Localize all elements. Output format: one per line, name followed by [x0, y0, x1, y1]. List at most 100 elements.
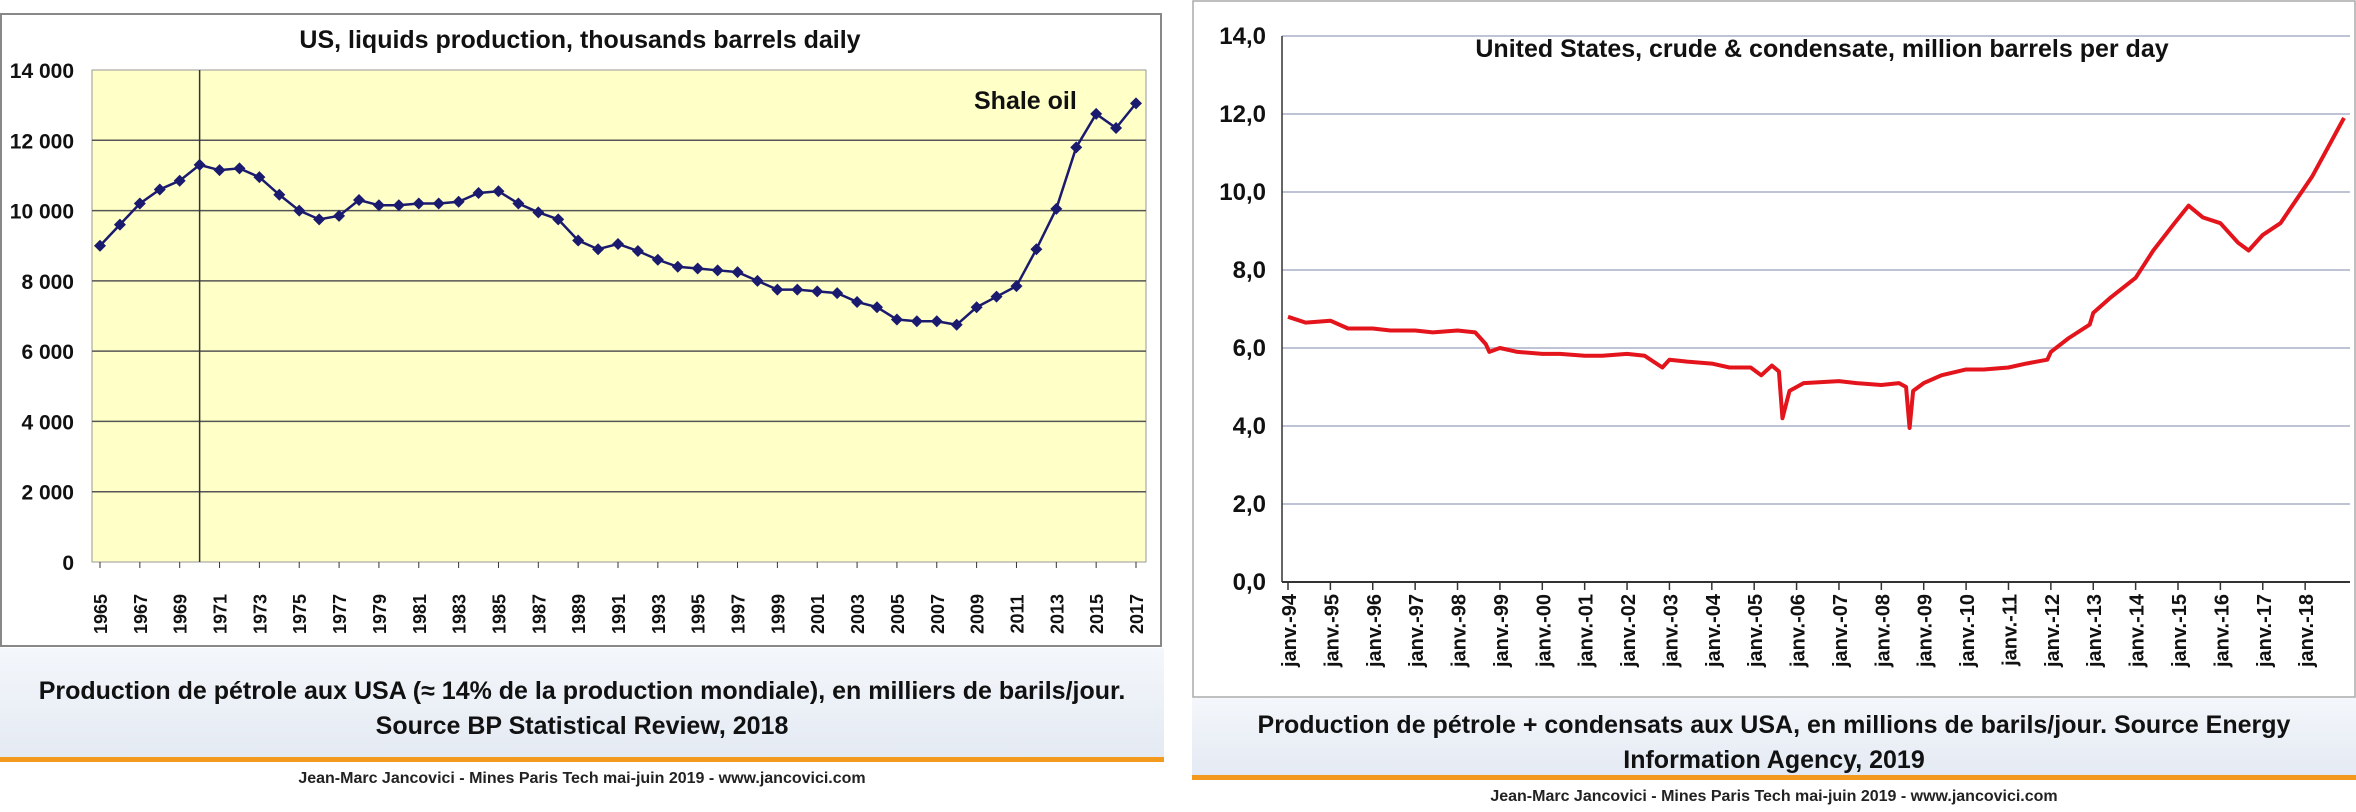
right-y-tick-label: 2,0	[1233, 491, 1266, 518]
left-data-point	[333, 209, 346, 222]
left-data-point	[1070, 141, 1083, 154]
right-x-tick-label: janv.-03	[1660, 594, 1682, 668]
right-x-tick-label: janv.-12	[2042, 594, 2064, 668]
left-data-point	[711, 264, 724, 277]
left-data-point	[731, 266, 744, 279]
left-data-point	[671, 260, 684, 273]
left-shale-annotation: Shale oil	[974, 87, 1077, 115]
left-data-point	[1130, 97, 1142, 110]
left-x-tick-label: 2013	[1047, 594, 1067, 634]
right-y-tick-label: 10,0	[1219, 179, 1266, 206]
left-x-tick-label: 2017	[1127, 594, 1147, 634]
left-data-point	[113, 218, 126, 231]
right-y-tick-label: 6,0	[1233, 335, 1266, 362]
right-x-tick-label: janv.-97	[1406, 594, 1428, 668]
left-x-tick-label: 2001	[808, 594, 828, 634]
right-x-tick-label: janv.-00	[1533, 594, 1555, 668]
left-x-tick-label: 2011	[1007, 594, 1027, 633]
left-data-point	[133, 197, 146, 210]
left-x-tick-label: 1965	[91, 594, 111, 634]
left-data-point	[691, 262, 704, 275]
left-data-point	[1050, 202, 1063, 215]
left-data-point	[791, 283, 804, 296]
left-y-tick-label: 4 000	[21, 411, 74, 434]
left-data-point	[631, 244, 644, 257]
left-x-tick-label: 1991	[609, 594, 629, 634]
right-x-tick-label: janv.-95	[1321, 594, 1343, 668]
right-x-tick-label: janv.-06	[1788, 594, 1810, 668]
left-data-point	[213, 164, 226, 177]
right-y-tick-label: 8,0	[1233, 257, 1266, 284]
left-data-point	[1010, 280, 1023, 293]
left-data-point	[193, 158, 206, 171]
left-x-tick-label: 1993	[649, 594, 669, 634]
right-chart-title: United States, crude & condensate, milli…	[1475, 35, 2168, 63]
right-x-tick-label: janv.-09	[1915, 594, 1937, 668]
left-data-point	[492, 185, 505, 198]
left-data-point	[293, 204, 306, 217]
left-chart: US, liquids production, thousands barrel…	[0, 13, 1162, 647]
left-x-tick-label: 1983	[450, 594, 470, 634]
left-x-tick-label: 1985	[489, 594, 509, 634]
left-caption-area: Production de pétrole aux USA (≈ 14% de …	[0, 648, 1164, 760]
left-data-point	[452, 195, 465, 208]
left-y-tick-label: 14 000	[10, 60, 74, 83]
right-x-tick-label: janv.-08	[1872, 594, 1894, 668]
left-caption: Production de pétrole aux USA (≈ 14% de …	[38, 677, 1126, 740]
left-data-point	[970, 301, 983, 314]
left-x-tick-label: 1999	[768, 594, 788, 634]
left-footer: Jean-Marc Jancovici - Mines Paris Tech m…	[298, 770, 866, 787]
right-x-tick-label: janv.-98	[1449, 594, 1471, 668]
left-data-point	[930, 315, 943, 328]
left-x-tick-label: 1967	[131, 594, 151, 634]
left-x-tick-label: 2003	[848, 594, 868, 634]
left-data-point	[532, 206, 545, 219]
left-data-point	[94, 239, 106, 252]
right-x-tick-label: janv.-04	[1703, 593, 1725, 668]
left-data-point	[392, 199, 405, 212]
left-data-point	[612, 237, 624, 250]
right-x-tick-label: janv.-07	[1830, 594, 1852, 668]
right-x-tick-label: janv.-14	[2127, 593, 2149, 668]
left-y-tick-label: 2 000	[21, 482, 74, 505]
left-data-point	[432, 197, 445, 210]
left-y-tick-label: 12 000	[10, 130, 74, 153]
left-data-point	[372, 199, 385, 212]
left-y-tick-label: 8 000	[21, 271, 74, 294]
right-x-tick-label: janv.-05	[1745, 594, 1767, 668]
left-x-tick-label: 1989	[569, 594, 589, 634]
left-data-point	[1030, 243, 1043, 256]
left-x-tick-label: 1987	[529, 594, 549, 634]
left-data-point	[910, 315, 923, 328]
left-data-point	[173, 174, 186, 187]
left-data-point	[253, 171, 266, 184]
left-x-tick-label: 2015	[1087, 594, 1107, 634]
right-x-tick-label: janv.-17	[2254, 594, 2276, 668]
right-x-tick-label: janv.-02	[1618, 594, 1640, 668]
left-data-point	[1090, 107, 1103, 120]
right-footer: Jean-Marc Jancovici - Mines Paris Tech m…	[1490, 788, 2058, 805]
right-x-tick-label: janv.-96	[1364, 594, 1386, 668]
right-x-tick-label: janv.-15	[2169, 594, 2191, 668]
right-x-tick-label: janv.-01	[1576, 594, 1598, 668]
right-x-tick-label: janv.-11	[1999, 594, 2021, 667]
left-data-point	[572, 234, 585, 247]
right-series-line	[1287, 116, 2346, 430]
left-x-tick-label: 1995	[689, 594, 709, 634]
left-y-tick-label: 10 000	[10, 201, 74, 224]
left-x-tick-label: 1973	[250, 594, 270, 634]
left-x-tick-label: 1981	[410, 594, 430, 634]
left-data-point	[412, 197, 425, 210]
right-x-tick-label: janv.-10	[1957, 594, 1979, 668]
left-data-point	[353, 194, 365, 207]
left-data-point	[751, 274, 764, 287]
left-data-point	[651, 253, 664, 266]
right-caption: Production de pétrole + condensats aux U…	[1257, 711, 2291, 774]
right-y-tick-label: 12,0	[1219, 101, 1266, 128]
left-x-tick-label: 2009	[968, 594, 988, 634]
left-data-point	[592, 243, 605, 256]
left-data-point	[831, 287, 844, 300]
left-chart-panel: US, liquids production, thousands barrel…	[0, 0, 1164, 812]
left-data-point	[552, 213, 565, 226]
right-accent-rule	[1192, 775, 2356, 780]
